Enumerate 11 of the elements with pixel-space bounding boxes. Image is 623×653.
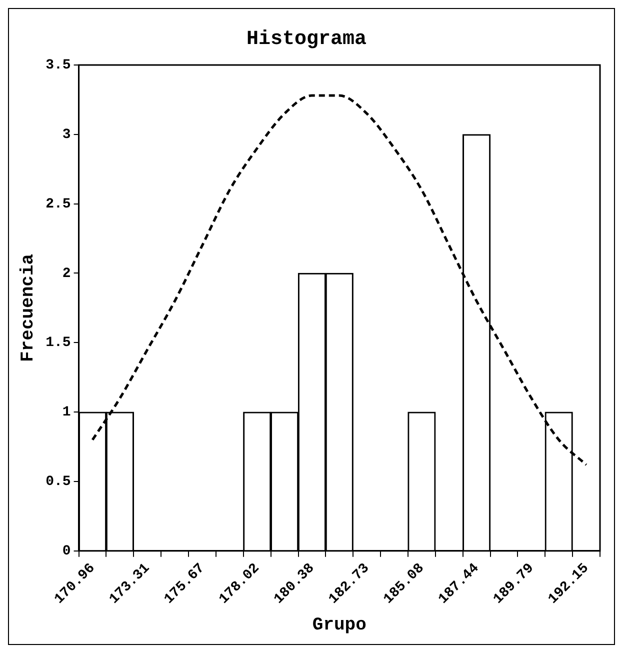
y-tick-label: 1	[62, 404, 71, 421]
y-tick-label: 2.5	[46, 196, 71, 212]
y-tick-label: 1.5	[46, 335, 71, 352]
y-tick-label: 0.5	[46, 474, 71, 490]
x-axis-title: Grupo	[312, 616, 366, 636]
y-axis-title: Frecuencia	[18, 254, 38, 362]
y-tick-label: 2	[62, 266, 71, 282]
chart-title: Histograma	[246, 28, 367, 52]
y-tick-label: 3.5	[46, 58, 71, 74]
y-tick-label: 0	[62, 543, 71, 560]
y-tick-label: 3	[62, 126, 71, 143]
